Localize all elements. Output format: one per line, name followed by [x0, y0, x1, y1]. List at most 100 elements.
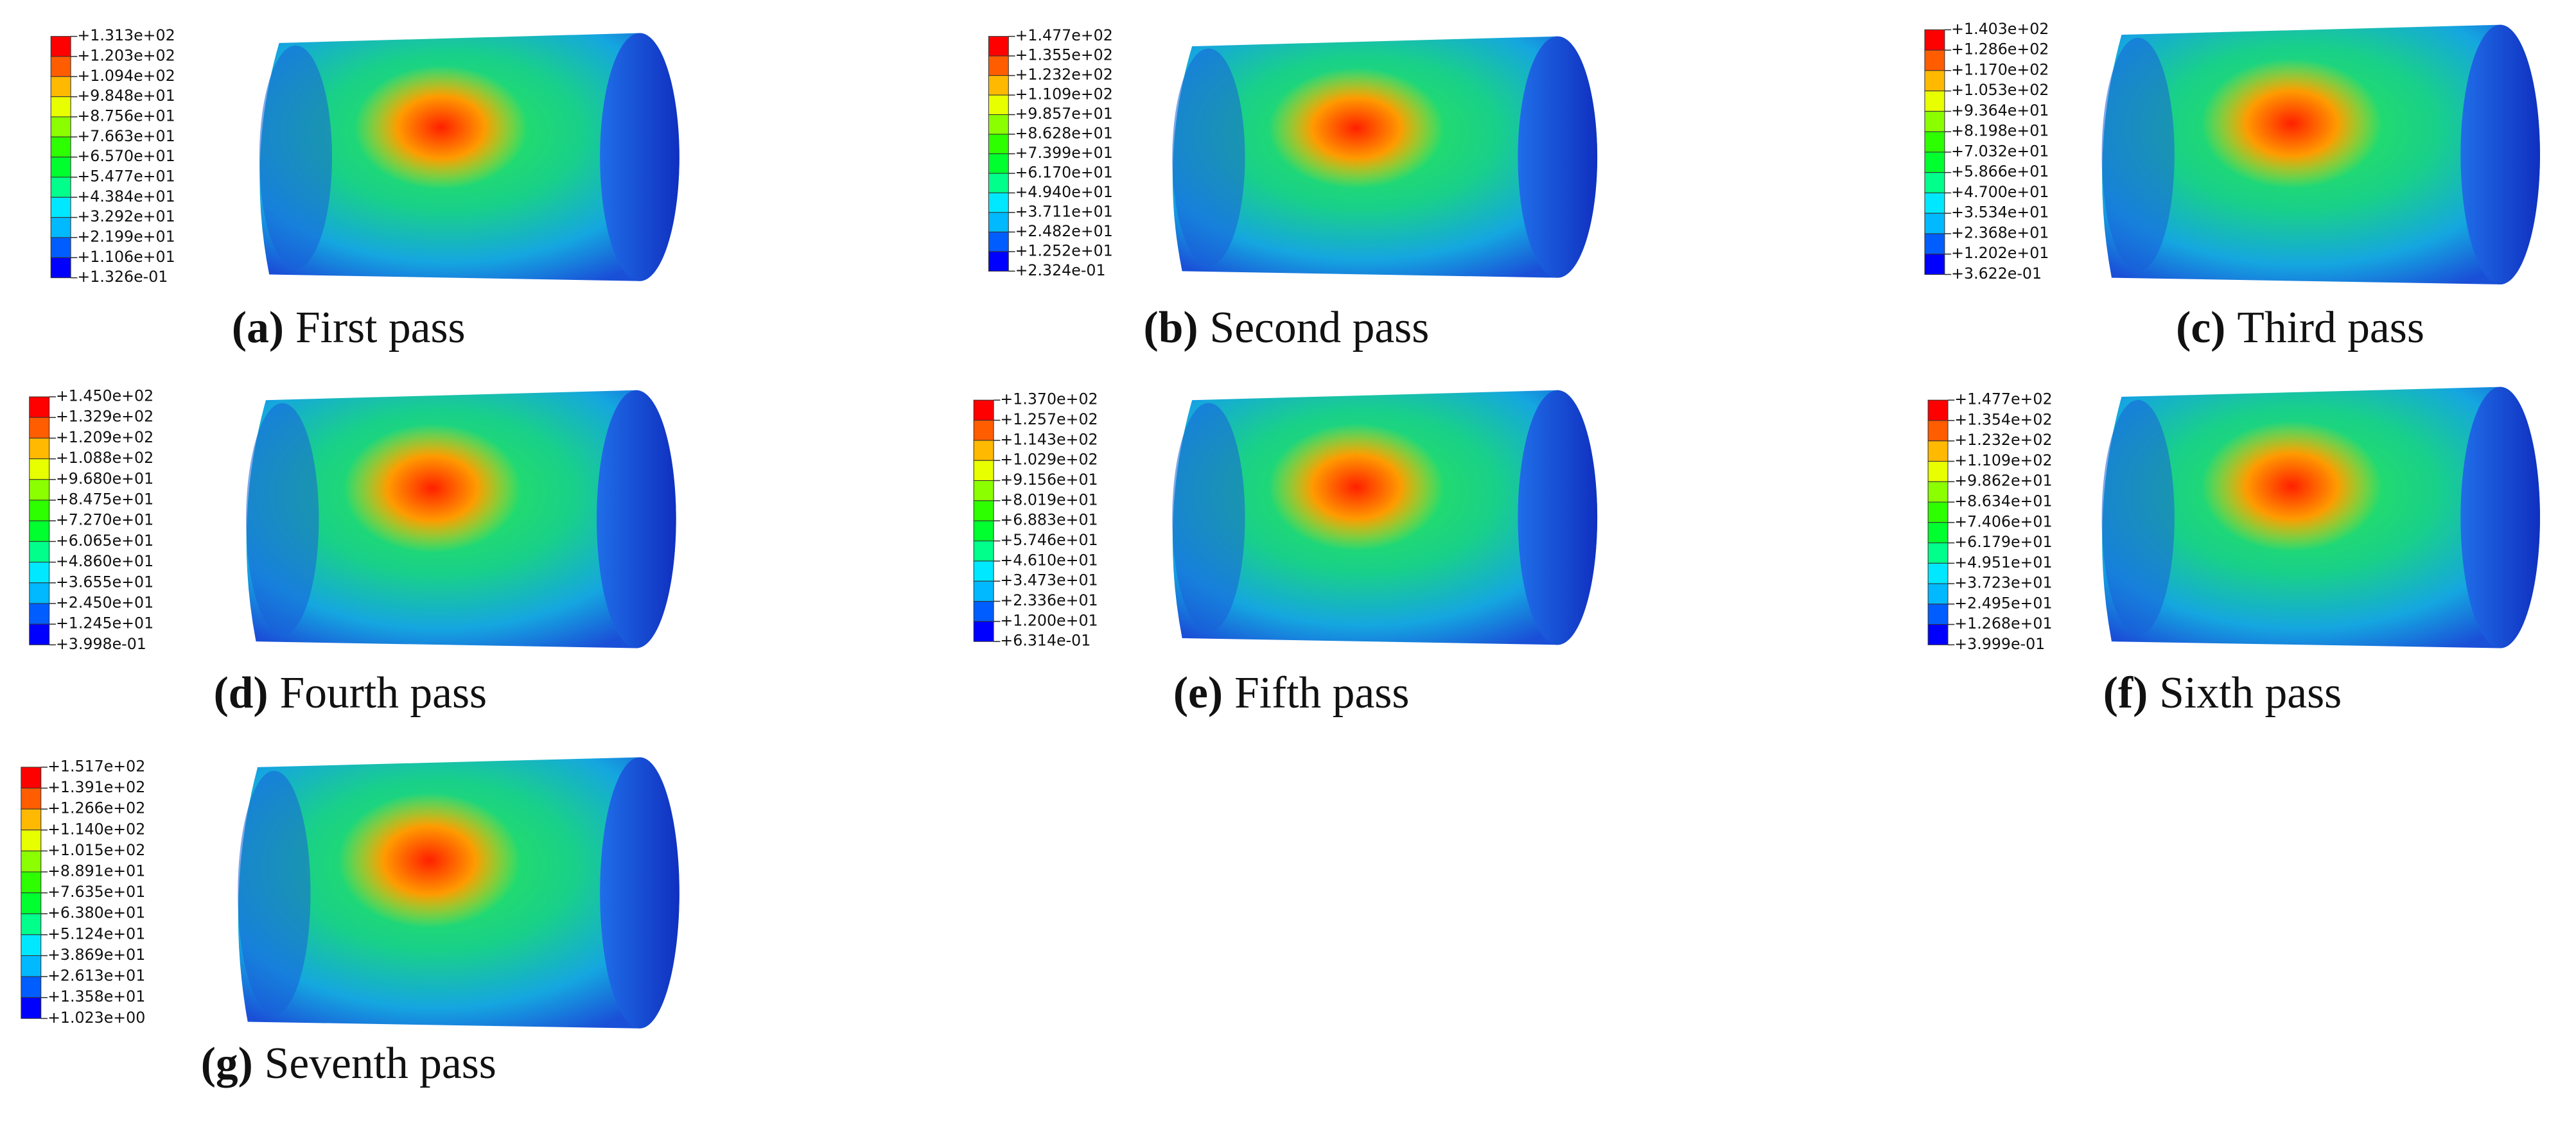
- legend-band: [50, 237, 71, 258]
- legend-band: [988, 192, 1009, 213]
- tube-end: [1518, 390, 1598, 645]
- legend-band: [1927, 583, 1949, 605]
- legend-band: [1924, 213, 1945, 234]
- caption-text: Second pass: [1210, 303, 1430, 352]
- legend-label: +1.109e+02: [1954, 451, 2052, 469]
- legend-label: +1.257e+02: [1000, 410, 1098, 428]
- legend-label: +5.866e+01: [1951, 162, 2049, 180]
- legend-band: [1927, 481, 1949, 503]
- legend-label: +3.534e+01: [1951, 204, 2049, 222]
- panel: +1.450e+02 +1.329e+02 +1.209e+02 +1.088e+02…: [29, 387, 676, 718]
- legend-label: +6.179e+01: [1954, 533, 2052, 551]
- legend-label: +9.680e+01: [56, 469, 153, 487]
- legend-band: [1927, 604, 1949, 625]
- panel: +1.477e+02 +1.354e+02 +1.232e+02 +1.109e+02…: [1927, 387, 2540, 718]
- legend-label: +1.232e+02: [1015, 65, 1113, 83]
- legend-band: [1927, 460, 1949, 482]
- legend-label: +4.860e+01: [56, 552, 153, 570]
- tube-end: [2460, 24, 2540, 284]
- tube-end: [597, 390, 676, 648]
- hot-zone: [338, 792, 520, 928]
- legend-label: +3.723e+01: [1954, 574, 2052, 592]
- legend-label: +7.270e+01: [56, 511, 153, 529]
- hot-zone: [354, 65, 528, 189]
- legend-label: +1.477e+02: [1015, 26, 1113, 44]
- legend-band: [50, 76, 71, 98]
- legend-band: [988, 114, 1009, 135]
- legend-band: [1927, 440, 1949, 462]
- legend-label: +6.380e+01: [48, 904, 145, 922]
- legend-label: +9.364e+01: [1951, 101, 2049, 119]
- caption-letter: (g): [201, 1039, 253, 1088]
- legend-label: +1.286e+02: [1951, 40, 2049, 58]
- tube-opening: [259, 45, 333, 269]
- legend-label: +6.065e+01: [56, 532, 153, 550]
- tube-end: [1518, 36, 1598, 278]
- tube-opening: [2101, 37, 2175, 272]
- legend-label: +4.951e+01: [1954, 553, 2052, 571]
- legend-band: [973, 460, 994, 482]
- legend-label: +2.613e+01: [48, 967, 145, 985]
- legend-band: [50, 96, 71, 117]
- legend-label: +1.329e+02: [56, 408, 153, 426]
- legend-band: [973, 560, 994, 582]
- legend-label: +1.109e+02: [1015, 85, 1113, 103]
- legend-band: [50, 196, 71, 218]
- caption-text: Fourth pass: [280, 668, 487, 718]
- legend-label: +8.628e+01: [1015, 125, 1113, 143]
- legend-band: [1927, 624, 1949, 645]
- legend-label: +7.663e+01: [77, 127, 175, 145]
- panel: +1.403e+02 +1.286e+02 +1.170e+02 +1.053e+02…: [1924, 20, 2540, 352]
- caption: (b) Second pass: [1144, 303, 1430, 352]
- legend-band: [1924, 233, 1945, 255]
- legend-band: [1924, 254, 1945, 275]
- legend-band: [21, 976, 42, 998]
- legend-band: [1924, 70, 1945, 92]
- legend-band: [29, 396, 50, 418]
- legend-label: +3.999e-01: [1954, 635, 2045, 653]
- legend-band: [21, 830, 42, 851]
- legend-band: [50, 56, 71, 77]
- hot-zone: [2201, 421, 2382, 552]
- legend-label: +1.143e+02: [1000, 430, 1098, 448]
- legend-label: +1.252e+01: [1015, 241, 1113, 259]
- legend-label: +1.023e+00: [48, 1009, 145, 1027]
- legend-label: +8.756e+01: [77, 107, 175, 125]
- legend-label: +3.473e+01: [1000, 571, 1098, 589]
- legend-label: +3.622e-01: [1951, 265, 2042, 282]
- legend-label: +1.170e+02: [1951, 60, 2049, 78]
- hot-zone: [1268, 67, 1444, 189]
- legend-label: +3.292e+01: [77, 207, 175, 225]
- legend-label: +1.477e+02: [1954, 390, 2052, 408]
- legend-band: [50, 257, 71, 279]
- legend-label: +3.711e+01: [1015, 202, 1113, 220]
- legend-label: +1.313e+02: [77, 26, 175, 44]
- legend-band: [988, 231, 1009, 252]
- legend-label: +9.156e+01: [1000, 471, 1098, 489]
- legend-band: [21, 850, 42, 873]
- caption-letter: (d): [214, 668, 268, 718]
- legend-band: [988, 173, 1009, 193]
- legend-band: [973, 541, 994, 562]
- legend-label: +1.088e+02: [56, 449, 153, 467]
- caption: (f) Sixth pass: [2103, 668, 2342, 718]
- legend-band: [29, 458, 50, 480]
- legend-label: +4.940e+01: [1015, 183, 1113, 201]
- legend-label: +2.482e+01: [1015, 222, 1113, 240]
- legend-label: +1.450e+02: [56, 387, 153, 405]
- legend-label: +2.199e+01: [77, 227, 175, 245]
- legend-band: [21, 767, 42, 789]
- legend-band: [21, 871, 42, 894]
- legend-band: [29, 603, 50, 625]
- caption-letter: (b): [1144, 303, 1198, 352]
- tube-end: [600, 757, 679, 1029]
- legend-band: [1924, 172, 1945, 193]
- legend-band: [29, 479, 50, 501]
- legend-label: +1.015e+02: [48, 841, 145, 859]
- legend-band: [50, 217, 71, 238]
- legend-label: +6.883e+01: [1000, 511, 1098, 529]
- legend-label: +1.403e+02: [1951, 20, 2049, 38]
- legend-label: +9.848e+01: [77, 87, 175, 105]
- legend-band: [21, 892, 42, 914]
- caption: (g) Seventh pass: [201, 1039, 496, 1088]
